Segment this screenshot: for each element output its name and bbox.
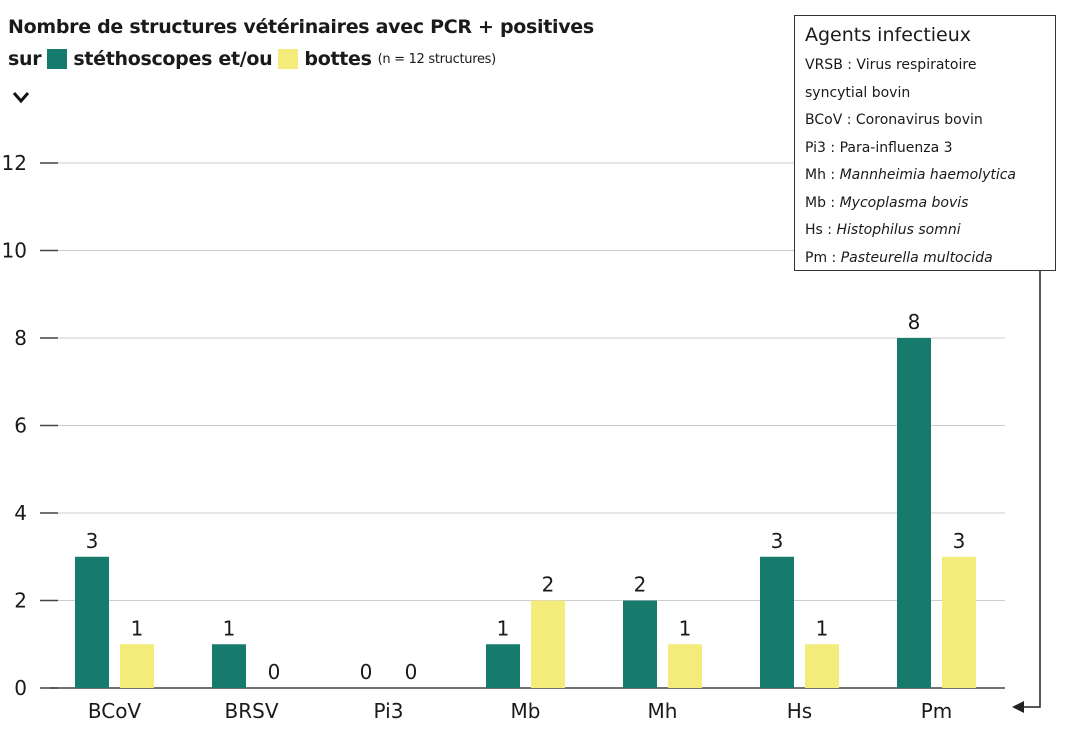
bar-bottes: [805, 644, 839, 688]
agent-abbr: BCoV :: [805, 112, 856, 128]
y-tick-label: 4: [14, 501, 27, 525]
bar-bottes: [942, 556, 976, 688]
sample-size-note: (n = 12 structures): [377, 51, 497, 67]
agent-name: Mannheimia haemolytica: [839, 167, 1017, 183]
bar-bottes: [668, 644, 702, 688]
agents-legend-title: Agents infectieux: [805, 24, 972, 46]
legend-swatch-bottes: [278, 49, 299, 69]
agents-legend-item: Pm : Pasteurella multocida: [805, 245, 1045, 273]
bar-stethoscopes: [75, 556, 109, 688]
data-label: 3: [953, 529, 966, 553]
data-label: 1: [679, 616, 692, 640]
data-label: 0: [360, 660, 373, 684]
data-label: 2: [634, 573, 647, 597]
x-tick-label: BCoV: [88, 699, 142, 723]
bar-stethoscopes: [897, 338, 931, 688]
agents-legend-item: syncytial bovin: [805, 80, 1045, 108]
y-tick-label: 10: [2, 239, 27, 263]
data-label: 1: [223, 616, 236, 640]
bar-stethoscopes: [623, 600, 657, 688]
x-tick-label: Pm: [921, 699, 953, 723]
agent-name: Mycoplasma bovis: [839, 194, 969, 211]
agents-legend-item: Hs : Histophilus somni: [805, 217, 1045, 245]
agent-name: Coronavirus bovin: [855, 112, 983, 128]
chevron-down-icon: [12, 92, 30, 104]
legend-label-stethoscopes: stéthoscopes et/ou: [73, 48, 273, 70]
x-tick-label: Hs: [787, 699, 812, 723]
x-tick-label: BRSV: [225, 699, 279, 723]
data-label: 0: [405, 660, 418, 684]
subtitle-prefix: sur: [8, 48, 42, 70]
agents-legend-item: Mh : Mannheimia haemolytica: [805, 162, 1045, 190]
data-label: 1: [497, 616, 510, 640]
data-label: 2: [542, 573, 555, 597]
x-tick-label: Mb: [511, 699, 541, 723]
y-tick-label: 12: [2, 151, 27, 175]
bar-bottes: [531, 600, 565, 688]
data-label: 1: [816, 616, 829, 640]
data-label: 8: [908, 310, 921, 334]
legend-label-bottes: bottes: [304, 48, 372, 70]
bar-stethoscopes: [486, 644, 520, 688]
data-label: 3: [771, 529, 784, 553]
data-label: 3: [86, 529, 99, 553]
bar-stethoscopes: [760, 556, 794, 688]
data-label: 0: [268, 660, 281, 684]
agent-abbr: VRSB :: [805, 57, 857, 73]
y-tick-label: 8: [14, 326, 27, 350]
agents-legend-item: Pi3 : Para-influenza 3: [805, 135, 1045, 163]
agent-abbr: Mb :: [805, 194, 840, 211]
chart-title: Nombre de structures vétérinaires avec P…: [8, 16, 594, 38]
agent-abbr: Pi3 :: [805, 139, 840, 156]
legend-swatch-stethoscopes: [47, 49, 68, 69]
agent-name: Histophilus somni: [836, 222, 961, 238]
bar-bottes: [120, 644, 154, 688]
y-tick-label: 0: [14, 676, 27, 700]
bar-stethoscopes: [212, 644, 246, 688]
y-tick-label: 2: [14, 589, 27, 613]
connector-line: [1022, 271, 1041, 708]
agent-abbr: Hs :: [805, 222, 837, 238]
agent-name: Pasteurella multocida: [840, 249, 993, 266]
agents-legend-box: Agents infectieux VRSB : Virus respirato…: [794, 15, 1056, 271]
agent-abbr: Mh :: [805, 167, 840, 183]
agents-legend-list: VRSB : Virus respiratoire syncytial bovin…: [805, 52, 1045, 272]
data-label: 1: [131, 616, 144, 640]
agent-abbr: Pm :: [805, 249, 841, 266]
y-tick-label: 6: [14, 414, 27, 438]
agent-name: syncytial bovin: [805, 84, 911, 101]
agents-legend-item: BCoV : Coronavirus bovin: [805, 107, 1045, 135]
agents-legend-item: Mb : Mycoplasma bovis: [805, 190, 1045, 218]
agent-name: Para-influenza 3: [839, 139, 953, 156]
chart-subtitle-legend: sur stéthoscopes et/ou bottes (n = 12 st…: [8, 48, 496, 70]
x-tick-label: Pi3: [374, 699, 404, 723]
agents-legend-item: VRSB : Virus respiratoire: [805, 52, 1045, 80]
arrow-head-icon: [1012, 701, 1024, 713]
agent-name: Virus respiratoire: [856, 57, 977, 73]
x-tick-label: Mh: [648, 699, 678, 723]
